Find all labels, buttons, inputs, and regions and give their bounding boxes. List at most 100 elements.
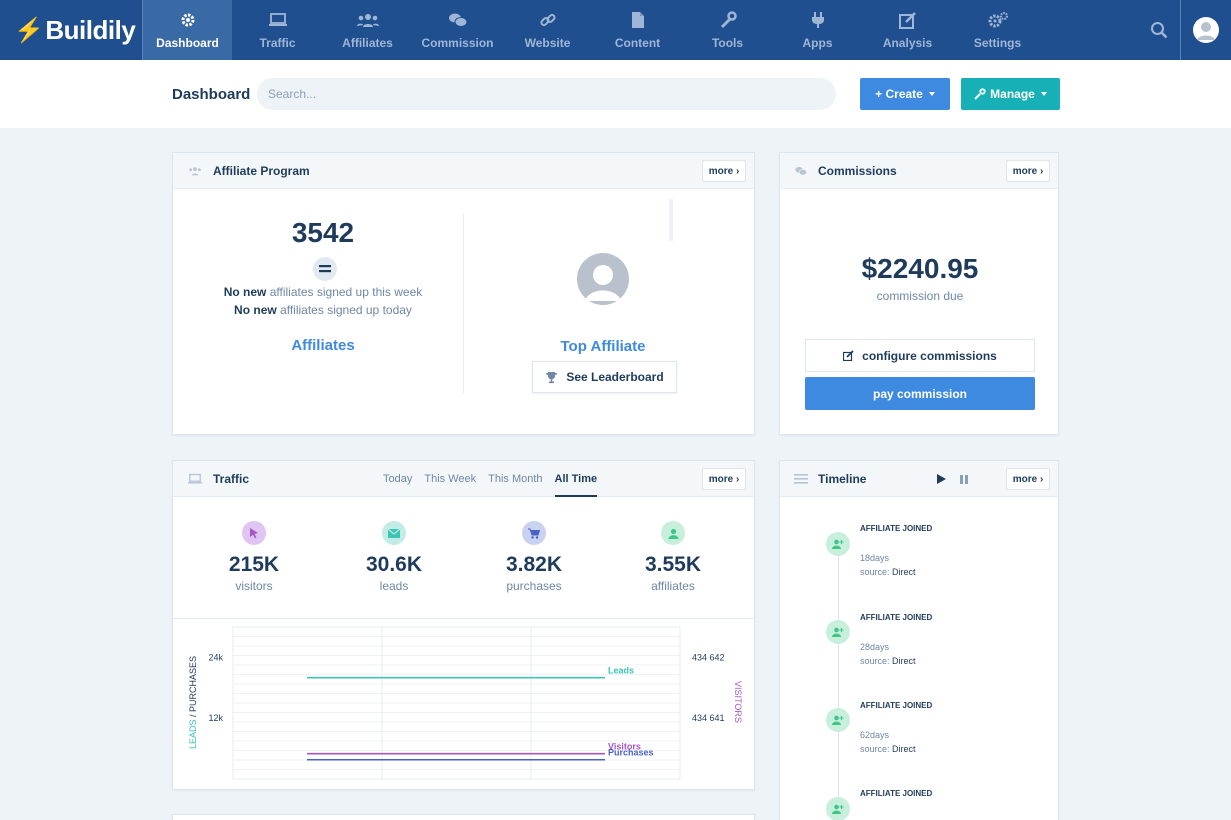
nav-label: Content: [614, 36, 661, 50]
scroll-indicator: [669, 199, 673, 241]
weekly-signups-rest: affiliates signed up this week: [266, 285, 423, 299]
right-axis-label: VISITORS: [733, 681, 743, 723]
tab-this-week[interactable]: This Week: [424, 473, 477, 485]
nav-item-settings[interactable]: Settings: [952, 0, 1042, 60]
more-button[interactable]: more ›: [702, 468, 746, 490]
left-axis-label: LEADS / PURCHASES: [188, 656, 198, 749]
source-value: Direct: [892, 567, 916, 577]
top-affiliate-label: Top Affiliate: [560, 338, 646, 355]
visitors-label: visitors: [235, 579, 273, 593]
commissions-card: Commissions more › $2240.95 commission d…: [779, 152, 1059, 435]
traffic-card: Traffic Today This Week This Month All T…: [172, 460, 755, 790]
user-avatar[interactable]: [1193, 17, 1219, 43]
timeline-line: [838, 545, 839, 820]
series-label-visitors: Visitors: [608, 742, 641, 752]
more-button[interactable]: more ›: [702, 160, 746, 182]
nav-item-apps[interactable]: Apps: [772, 0, 862, 60]
manage-label: Manage: [990, 87, 1035, 101]
tab-today[interactable]: Today: [383, 473, 413, 485]
card-title: Traffic: [213, 471, 250, 486]
nav-item-dashboard[interactable]: Dashboard: [142, 0, 232, 60]
leads-value: 30.6K: [365, 553, 423, 576]
nav-item-traffic[interactable]: Traffic: [232, 0, 322, 60]
nav-label: Traffic: [259, 36, 296, 50]
source-label: source:: [860, 656, 890, 666]
nav-item-tools[interactable]: Tools: [682, 0, 772, 60]
file-icon: [631, 10, 645, 30]
card-header: Timeline more ›: [780, 461, 1058, 497]
affiliates-link[interactable]: Affiliates: [291, 337, 355, 354]
more-button[interactable]: more ›: [1006, 468, 1050, 490]
coins-icon: [447, 10, 469, 30]
create-button[interactable]: + Create: [860, 78, 950, 110]
equal-icon: [313, 257, 337, 281]
nav-label: Settings: [973, 36, 1022, 50]
user-plus-icon: [826, 620, 850, 644]
nav-item-website[interactable]: Website: [502, 0, 592, 60]
bolt-icon: ⚡: [14, 16, 44, 44]
configure-label: configure commissions: [862, 348, 997, 363]
brand-name: Buildily: [45, 14, 136, 45]
search-input[interactable]: [257, 78, 836, 110]
stat-leads: 30.6K leads: [334, 521, 454, 593]
nav-label: Dashboard: [156, 36, 219, 50]
nav-label: Commission: [421, 36, 494, 50]
list-icon: [794, 473, 808, 484]
nav-item-commission[interactable]: Commission: [412, 0, 502, 60]
card-header: Affiliate Program more ›: [173, 153, 754, 189]
pause-icon[interactable]: [960, 475, 969, 484]
card-header: Commissions more ›: [780, 153, 1058, 189]
daily-signups-bold: No new: [234, 303, 277, 317]
play-icon[interactable]: [937, 474, 946, 484]
source-label: source:: [860, 744, 890, 754]
gear-icon: [180, 10, 196, 30]
nav-item-analysis[interactable]: Analysis: [862, 0, 952, 60]
leaderboard-button[interactable]: See Leaderboard: [532, 361, 677, 393]
bottom-card-partial: [172, 814, 755, 820]
leads-label: leads: [379, 579, 409, 593]
more-button[interactable]: more ›: [1006, 160, 1050, 182]
timeline-event-title: AFFILIATE JOINED: [860, 701, 933, 710]
affiliate-program-card: Affiliate Program more › 3542 No new aff…: [172, 152, 755, 435]
tab-this-month[interactable]: This Month: [488, 473, 543, 485]
left-tick-label: 24k: [208, 652, 223, 662]
series-label-purchases: Purchases: [608, 748, 654, 758]
divider: [463, 213, 464, 393]
caret-down-icon: [928, 92, 935, 96]
users-icon: [356, 10, 380, 30]
search-icon[interactable]: [1137, 0, 1181, 60]
nav-item-content[interactable]: Content: [592, 0, 682, 60]
traffic-tabs: Today This Week This Month All Time: [383, 461, 609, 497]
source-value: Direct: [892, 744, 916, 754]
commission-due-label: commission due: [876, 289, 964, 303]
nav-right: [1137, 0, 1231, 60]
cart-icon: [522, 521, 546, 545]
nav-item-affiliates[interactable]: Affiliates: [322, 0, 412, 60]
laptop-icon: [268, 10, 288, 30]
wrench-icon: [719, 10, 737, 30]
gears-icon: [986, 10, 1010, 30]
pay-commission-button[interactable]: pay commission: [805, 377, 1035, 410]
stat-affiliates: 3.55K affiliates: [613, 521, 733, 593]
manage-button[interactable]: Manage: [961, 78, 1060, 110]
card-header: Traffic Today This Week This Month All T…: [173, 461, 754, 497]
user-icon: [661, 521, 685, 545]
page-title: Dashboard: [172, 86, 251, 103]
weekly-signups-bold: No new: [223, 285, 267, 299]
brand-logo[interactable]: ⚡ Buildily: [0, 0, 142, 60]
affiliate-count: 3542: [291, 217, 355, 248]
timeline-event-source: source: Direct: [860, 744, 916, 754]
timeline-event-time: 18days: [860, 553, 890, 563]
timeline-event-time: 62days: [860, 730, 890, 740]
tab-all-time[interactable]: All Time: [554, 461, 597, 497]
configure-commissions-button[interactable]: configure commissions: [805, 339, 1035, 372]
daily-signups-text: No new affiliates signed up today: [173, 303, 473, 317]
traffic-chart: 24k 12k 434 642 434 641 LEADS / PURCHASES VIS…: [188, 626, 743, 780]
stat-purchases: 3.82K purchases: [474, 521, 594, 593]
create-label: + Create: [875, 87, 923, 101]
nav-label: Affiliates: [342, 36, 393, 50]
users-icon: [187, 166, 203, 176]
nav-label: Tools: [711, 36, 744, 50]
coins-icon: [794, 166, 808, 176]
card-title: Timeline: [818, 471, 867, 486]
